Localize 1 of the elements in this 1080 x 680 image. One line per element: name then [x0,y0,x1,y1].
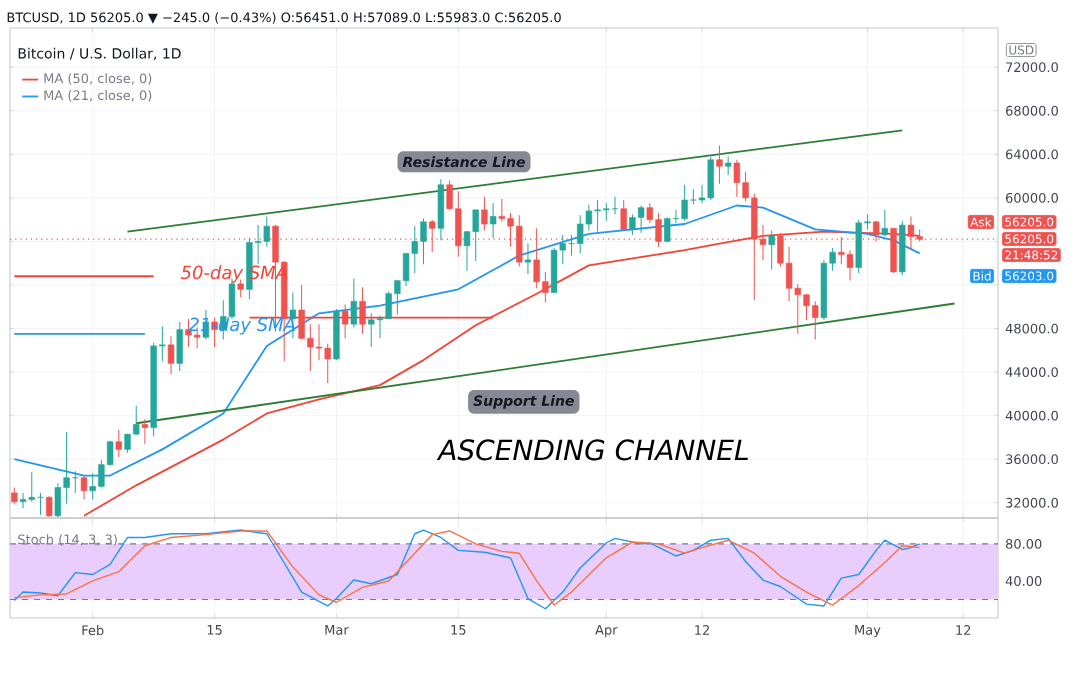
annotation: ASCENDING CHANNEL [436,439,748,461]
